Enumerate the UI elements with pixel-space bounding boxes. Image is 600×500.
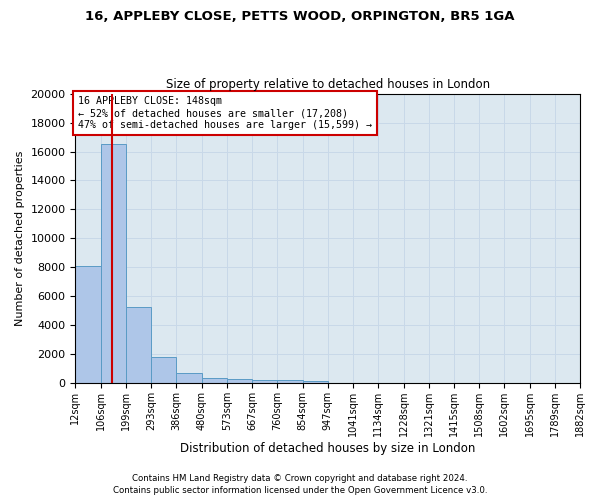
X-axis label: Distribution of detached houses by size in London: Distribution of detached houses by size … [180, 442, 475, 455]
Bar [302, 380, 328, 384]
Text: Contains HM Land Registry data © Crown copyright and database right 2024.
Contai: Contains HM Land Registry data © Crown c… [113, 474, 487, 495]
Bar [252, 380, 277, 384]
Bar [151, 356, 176, 384]
Bar [176, 373, 202, 384]
Bar [101, 144, 126, 384]
Title: Size of property relative to detached houses in London: Size of property relative to detached ho… [166, 78, 490, 91]
Y-axis label: Number of detached properties: Number of detached properties [15, 150, 25, 326]
Text: 16 APPLEBY CLOSE: 148sqm
← 52% of detached houses are smaller (17,208)
47% of se: 16 APPLEBY CLOSE: 148sqm ← 52% of detach… [78, 96, 372, 130]
Bar [126, 306, 151, 384]
Bar [277, 380, 302, 384]
Bar [227, 379, 252, 384]
Text: 16, APPLEBY CLOSE, PETTS WOOD, ORPINGTON, BR5 1GA: 16, APPLEBY CLOSE, PETTS WOOD, ORPINGTON… [85, 10, 515, 23]
Bar [202, 378, 227, 384]
Bar [76, 266, 101, 384]
